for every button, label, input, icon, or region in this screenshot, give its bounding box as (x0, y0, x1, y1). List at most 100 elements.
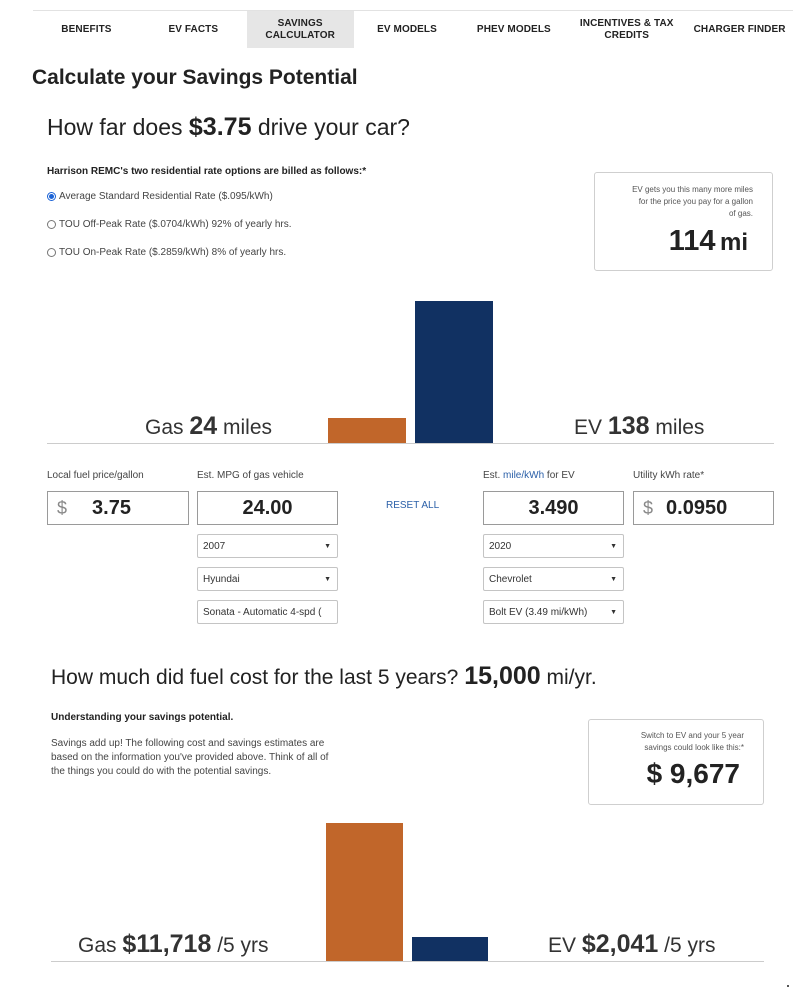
reset-all-link[interactable]: RESET ALL (386, 500, 440, 511)
ev-miles-box: EV gets you this many more miles for the… (594, 172, 773, 271)
caret-down-icon: ▼ (324, 576, 331, 583)
distance-chart-baseline (47, 443, 774, 444)
tab-benefits[interactable]: BENEFITS (61, 23, 112, 35)
ev-miles-note-line: for the price you pay for a gallon (638, 197, 753, 206)
gas-text: Gas (78, 934, 117, 957)
annual-miles-unit: mi/yr. (546, 666, 597, 689)
rate-option-on-peak[interactable]: TOU On-Peak Rate ($.2859/kWh) 8% of year… (47, 247, 286, 258)
gas-miles-unit: miles (223, 416, 273, 439)
tab-ev-facts[interactable]: EV FACTS (168, 23, 219, 35)
cost-bar-gas (326, 823, 403, 961)
ev-eff-label-link[interactable]: mile/kWh (503, 470, 545, 481)
ev-year-select[interactable]: 2020 ▼ (483, 534, 624, 558)
ev-cost-value: $2,041 (581, 930, 659, 958)
ev-efficiency-label: Est. mile/kWh for EV (483, 470, 575, 481)
ev-make-value: Chevrolet (489, 573, 532, 585)
gas-miles-value: 24 (189, 412, 218, 440)
gas-model-select[interactable]: Sonata - Automatic 4-spd ( (197, 600, 338, 624)
caret-down-icon: ▼ (324, 543, 331, 550)
ev-eff-label-post: for EV (546, 470, 575, 481)
utility-rate-label: Utility kWh rate* (633, 470, 705, 481)
gas-cost-value: $11,718 (122, 930, 212, 958)
fuel-price-label: Local fuel price/gallon (47, 470, 144, 481)
distance-question-post: drive your car? (257, 114, 410, 140)
radio-off-peak[interactable] (47, 220, 56, 229)
cost-ev-label: EV $2,041 /5 yrs (548, 930, 716, 959)
mpg-label: Est. MPG of gas vehicle (197, 470, 304, 481)
gas-year-select[interactable]: 2007 ▼ (197, 534, 338, 558)
ev-year-value: 2020 (489, 540, 512, 552)
tab-incentives[interactable]: INCENTIVES & TAX CREDITS (579, 17, 674, 41)
utility-rate-value: 0.0950 (666, 496, 728, 519)
gas-cost-unit: /5 yrs (217, 934, 269, 957)
ev-extra-miles-number: 114 (668, 225, 716, 257)
ev-miles-value: 114 mi (669, 225, 748, 258)
ev-model-value: Bolt EV (3.49 mi/kWh) (489, 606, 588, 618)
ev-text: EV (548, 934, 577, 957)
gas-model-value: Sonata - Automatic 4-spd ( (203, 606, 322, 618)
tab-charger-finder[interactable]: CHARGER FINDER (693, 23, 786, 35)
rate-option-label: Average Standard Residential Rate ($.095… (59, 191, 273, 202)
ev-eff-label-pre: Est. (483, 470, 501, 481)
currency-symbol: $ (57, 497, 68, 518)
ev-extra-miles-unit: mi (719, 229, 748, 256)
gas-make-select[interactable]: Hyundai ▼ (197, 567, 338, 591)
distance-gas-label: Gas 24 miles (145, 412, 272, 441)
rate-option-label: TOU Off-Peak Rate ($.0704/kWh) 92% of ye… (59, 219, 292, 230)
caret-down-icon: ▼ (610, 609, 617, 616)
ev-model-select[interactable]: Bolt EV (3.49 mi/kWh) ▼ (483, 600, 624, 624)
fuel-price-value: 3.75 (92, 496, 131, 519)
mpg-value: 24.00 (242, 496, 293, 519)
savings-note: Switch to EV and your 5 year savings cou… (584, 730, 744, 754)
ev-miles-value: 138 (607, 412, 650, 440)
top-nav: BENEFITS EV FACTS SAVINGS CALCULATOR EV … (33, 10, 793, 48)
gas-text: Gas (145, 416, 184, 439)
distance-ev-label: EV 138 miles (574, 412, 704, 441)
savings-value: $ 9,677 (646, 758, 740, 789)
ev-text: EV (574, 416, 603, 439)
rate-option-off-peak[interactable]: TOU Off-Peak Rate ($.0704/kWh) 92% of ye… (47, 219, 292, 230)
savings-description: Savings add up! The following cost and s… (51, 738, 329, 777)
savings-box: Switch to EV and your 5 year savings cou… (588, 719, 764, 805)
ev-efficiency-value: 3.490 (528, 496, 579, 519)
caret-down-icon: ▼ (610, 543, 617, 550)
currency-symbol: $ (643, 497, 654, 518)
distance-bar-ev (415, 301, 493, 443)
ev-miles-note: EV gets you this many more miles for the… (593, 184, 753, 220)
ev-cost-unit: /5 yrs (664, 934, 716, 957)
distance-question: How far does $3.75 drive your car? (47, 113, 410, 142)
fuel-price-highlight: $3.75 (188, 113, 252, 141)
ev-miles-note-line: EV gets you this many more miles (632, 185, 753, 194)
rate-option-label: TOU On-Peak Rate ($.2859/kWh) 8% of year… (59, 247, 287, 258)
radio-standard[interactable] (47, 192, 56, 201)
savings-note-line: Switch to EV and your 5 year (640, 731, 744, 740)
fuel-price-input[interactable]: $ 3.75 (47, 491, 189, 525)
page-dot (787, 985, 789, 987)
caret-down-icon: ▼ (610, 576, 617, 583)
rate-heading: Harrison REMC's two residential rate opt… (47, 166, 367, 177)
distance-question-pre: How far does (47, 114, 183, 140)
ev-make-select[interactable]: Chevrolet ▼ (483, 567, 624, 591)
savings-heading: Understanding your savings potential. (51, 712, 234, 723)
tab-ev-models[interactable]: EV MODELS (377, 23, 437, 35)
savings-note-line: savings could look like this:* (644, 743, 744, 752)
utility-rate-input[interactable]: $ 0.0950 (633, 491, 774, 525)
tab-phev-models[interactable]: PHEV MODELS (476, 23, 551, 35)
rate-option-standard[interactable]: Average Standard Residential Rate ($.095… (47, 191, 273, 202)
cost-bar-ev (412, 937, 488, 961)
page-title: Calculate your Savings Potential (32, 66, 358, 89)
annual-miles-value: 15,000 (464, 662, 541, 690)
mpg-input[interactable]: 24.00 (197, 491, 338, 525)
tab-savings-calculator[interactable]: SAVINGS CALCULATOR (246, 11, 354, 48)
ev-miles-unit: miles (655, 416, 705, 439)
gas-make-value: Hyundai (203, 573, 240, 585)
ev-miles-note-line: of gas. (728, 209, 753, 218)
cost-question: How much did fuel cost for the last 5 ye… (51, 662, 597, 691)
ev-efficiency-input[interactable]: 3.490 (483, 491, 624, 525)
cost-gas-label: Gas $11,718 /5 yrs (78, 930, 269, 959)
cost-question-text: How much did fuel cost for the last 5 ye… (51, 666, 459, 689)
cost-chart-baseline (51, 961, 764, 962)
distance-bar-gas (328, 418, 406, 443)
gas-year-value: 2007 (203, 540, 226, 552)
radio-on-peak[interactable] (47, 248, 56, 257)
